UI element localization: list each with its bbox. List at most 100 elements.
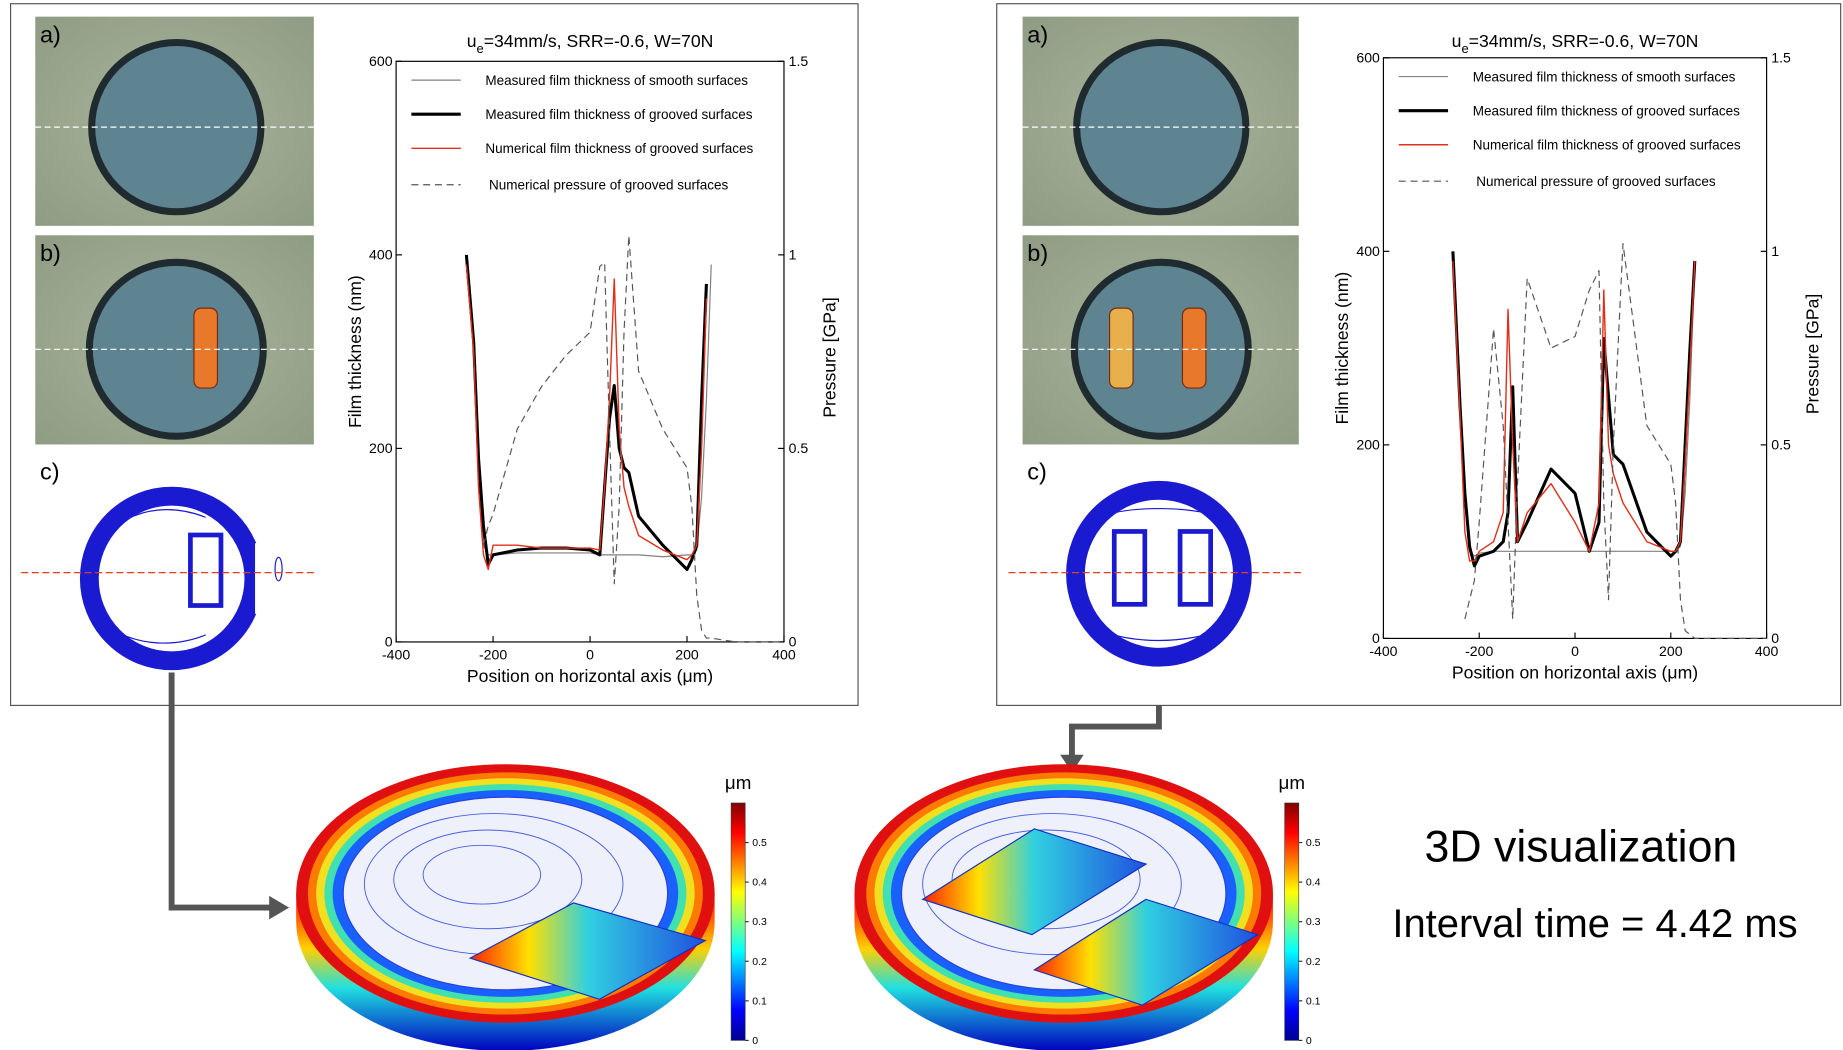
contour-groove — [1111, 529, 1148, 607]
x-axis-label: Position on horizontal axis (μm) — [1452, 662, 1698, 682]
legend-label: Measured film thickness of smooth surfac… — [1473, 69, 1736, 84]
colorbar-tick-label: 0 — [1306, 1035, 1312, 1047]
chart-title: ue=34mm/s, SRR=-0.6, W=70N — [1452, 31, 1699, 56]
colorbar-unit: μm — [1278, 772, 1305, 793]
x-tick-label: 200 — [1659, 643, 1683, 659]
x-tick-label: -400 — [1369, 643, 1397, 659]
chart-title-part: =34mm/s, SRR=-0.6, W=70N — [1469, 31, 1699, 51]
legend-label: Measured film thickness of grooved surfa… — [1473, 103, 1740, 118]
series-line — [482, 234, 784, 643]
y2-tick-label: 1 — [1771, 243, 1779, 259]
x-tick-label: 400 — [772, 647, 796, 663]
panel-frame — [996, 3, 1842, 707]
colorbar-tick-label: 0.1 — [1306, 995, 1321, 1007]
chart-title-part: =34mm/s, SRR=-0.6, W=70N — [484, 31, 714, 51]
y-tick-label: 600 — [369, 53, 393, 69]
y2-tick-label: 1.5 — [1771, 49, 1791, 65]
x-tick-label: 0 — [1571, 643, 1579, 659]
chart-title-part: u — [467, 31, 477, 51]
colorbar-tick-label: 0.1 — [752, 995, 767, 1007]
arrow — [1069, 705, 1162, 759]
panel-label: b) — [1027, 240, 1048, 266]
caption-title: 3D visualization — [1425, 823, 1738, 872]
y-tick-label: 400 — [1356, 243, 1380, 259]
panel-label: b) — [40, 240, 61, 266]
y2-axis-label: Pressure [GPa] — [820, 297, 840, 417]
colorbar-tick-label: 0.2 — [752, 956, 767, 968]
colorbar-unit: μm — [725, 772, 752, 793]
disc-3d — [295, 763, 716, 1050]
contour-line — [1098, 507, 1223, 642]
series-line — [1452, 260, 1696, 557]
groove-image — [1181, 307, 1207, 389]
arrow-head — [1060, 754, 1084, 773]
chart-title: ue=34mm/s, SRR=-0.6, W=70N — [467, 31, 714, 56]
series-line — [465, 264, 708, 571]
legend-label: Measured film thickness of grooved surfa… — [485, 107, 752, 122]
x-tick-label: -400 — [382, 647, 410, 663]
contour-notch — [255, 543, 272, 614]
y-tick-label: 400 — [369, 247, 393, 263]
legend-label: Numerical film thickness of grooved surf… — [485, 141, 753, 156]
y-tick-label: 0 — [385, 634, 393, 650]
series-line — [1451, 251, 1697, 568]
series-line — [1464, 243, 1767, 640]
y2-tick-label: 0.5 — [789, 440, 809, 456]
colorbar-tick-label: 0 — [752, 1035, 758, 1047]
contact-image — [1073, 38, 1250, 216]
chart-title-part: e — [1461, 41, 1468, 56]
legend-label: Numerical pressure of grooved surfaces — [489, 177, 729, 192]
caption-interval: Interval time = 4.42 ms — [1392, 902, 1797, 946]
x-tick-label: 0 — [586, 647, 594, 663]
contour-map — [79, 486, 264, 671]
colorbar-tick-label: 0.4 — [752, 877, 767, 889]
colorbar-tick-label: 0.4 — [1306, 877, 1321, 889]
x-tick-label: 400 — [1755, 643, 1779, 659]
y-tick-label: 200 — [369, 440, 393, 456]
y2-axis-label: Pressure [GPa] — [1802, 294, 1822, 414]
x-tick-label: -200 — [1465, 643, 1493, 659]
arrow-head — [269, 895, 290, 920]
y-tick-label: 200 — [1356, 437, 1380, 453]
panel-label: c) — [40, 459, 60, 485]
contour-groove — [274, 556, 283, 582]
contour-groove — [188, 532, 224, 608]
panel-frame — [9, 3, 859, 707]
series-line — [1452, 260, 1696, 562]
contour-groove — [1177, 529, 1213, 607]
y2-tick-label: 0.5 — [1771, 437, 1791, 453]
colorbar-tick-label: 0.3 — [1306, 916, 1321, 928]
contour-line — [111, 509, 206, 644]
colorbar-tick-label: 0.3 — [752, 916, 767, 928]
y2-tick-label: 1 — [789, 247, 797, 263]
y2-tick-label: 1.5 — [789, 53, 809, 69]
chart-title-part: e — [477, 41, 484, 56]
colorbar-tick-label: 0.5 — [752, 837, 767, 849]
groove-3d — [921, 828, 1148, 936]
legend-label: Numerical film thickness of grooved surf… — [1473, 137, 1741, 152]
y-tick-label: 600 — [1356, 49, 1380, 65]
colorbar-tick-label: 0.2 — [1306, 956, 1321, 968]
legend-label: Measured film thickness of smooth surfac… — [485, 73, 748, 88]
series-line — [465, 264, 712, 558]
groove-3d — [1032, 898, 1260, 1006]
panel-label: c) — [1027, 459, 1047, 485]
groove-3d — [468, 902, 707, 1000]
groove-image — [1108, 307, 1134, 389]
panel-label: a) — [40, 22, 61, 48]
series-line — [464, 254, 708, 571]
y2-tick-label: 0 — [789, 634, 797, 650]
arrow — [168, 672, 273, 911]
groove-image — [193, 307, 219, 389]
colorbar-tick-label: 0.5 — [1306, 837, 1321, 849]
colorbar — [1284, 802, 1300, 1041]
x-tick-label: 200 — [675, 647, 699, 663]
contour-map — [1066, 480, 1252, 667]
x-axis-label: Position on horizontal axis (μm) — [467, 666, 713, 686]
legend-label: Numerical pressure of grooved surfaces — [1476, 174, 1716, 189]
y-tick-label: 0 — [1372, 630, 1380, 646]
panel-label: a) — [1027, 22, 1048, 48]
y2-tick-label: 0 — [1771, 630, 1779, 646]
chart-title-part: u — [1452, 31, 1462, 51]
